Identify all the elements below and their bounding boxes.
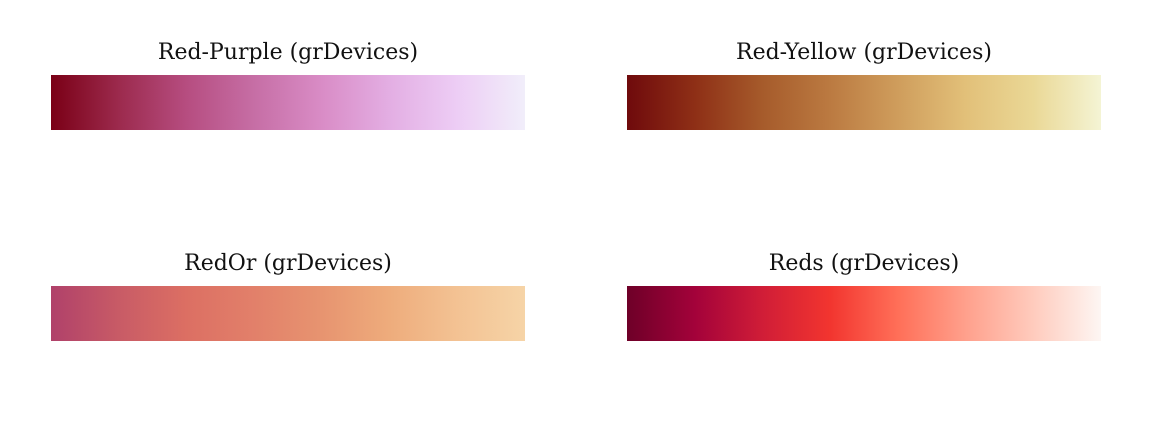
palette-gradient-swatch (51, 75, 525, 130)
palette-title: Red-Purple (grDevices) (157, 40, 419, 65)
palette-title: Reds (grDevices) (768, 251, 960, 276)
palette-title: RedOr (grDevices) (184, 251, 392, 276)
palette-gradient-swatch (51, 286, 525, 341)
palette-gradient-swatch (627, 75, 1101, 130)
palette-title: Red-Yellow (grDevices) (736, 40, 992, 65)
palette-gradient-swatch (627, 286, 1101, 341)
